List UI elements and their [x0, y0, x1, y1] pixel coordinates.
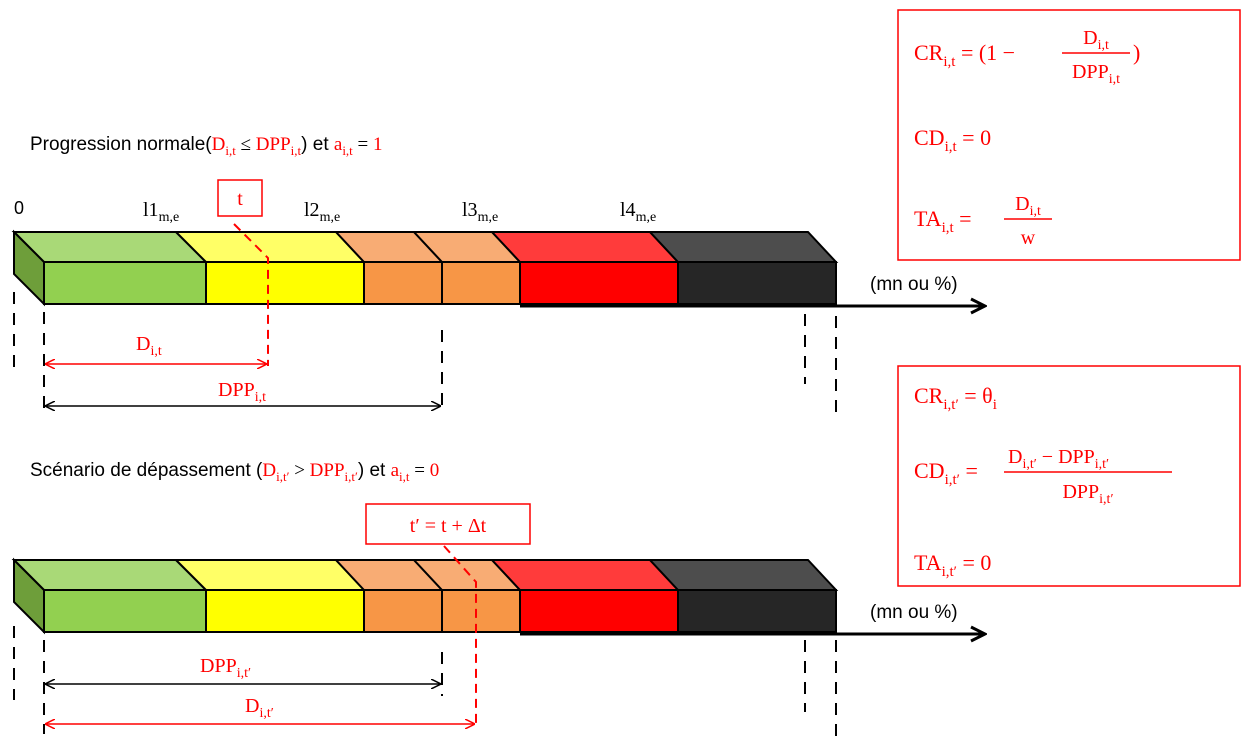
formula-cd-overrun: CDi,t′ = [914, 458, 978, 488]
formula-ta-denominator: w [1021, 227, 1036, 249]
threshold-l4: l4m,e [620, 199, 656, 225]
bar1-front-orange-b [441, 261, 521, 305]
threshold-l2: l2m,e [304, 199, 340, 225]
bar1-front-red [519, 261, 679, 305]
t-marker-box [217, 179, 263, 217]
progress-bar-2 [11, 557, 839, 635]
formula-box-normal [897, 9, 1241, 261]
bar2-front-green [43, 589, 207, 633]
formula-ta-normal: TAi,t = [914, 206, 972, 236]
t-prime-marker-label: t′ = t + Δt [410, 515, 487, 537]
t-prime-marker-box [365, 503, 531, 545]
bar1-front-dark [677, 261, 837, 305]
formula-cd-denominator: DPPi,t′ [1062, 481, 1113, 507]
formula-ta-overrun: TAi,t′ = 0 [914, 550, 991, 580]
bar2-front-orange-a [363, 589, 443, 633]
formula-cr-denominator: DPPi,t [1072, 61, 1120, 87]
bar1-top-yellow [173, 231, 367, 263]
formula-cd-normal: CDi,t = 0 [914, 125, 991, 155]
t-marker-label: t [237, 188, 243, 210]
dpp-label-2: DPPi,t′ [200, 655, 251, 681]
t-dashed-line [233, 223, 269, 366]
d-label-2: Di,t′ [245, 695, 274, 721]
bar1-top-dark [647, 231, 839, 263]
formula-cr-numerator: Di,t [1083, 27, 1109, 53]
bar1-top-red [489, 231, 681, 263]
scenario1-title: Progression normale(Di,t ≤ DPPi,t) et ai… [30, 134, 383, 158]
bar2-front-dark [677, 589, 837, 633]
threshold-l3: l3m,e [462, 199, 498, 225]
threshold-zero: 0 [14, 198, 24, 218]
formula-ta-numerator: Di,t [1015, 193, 1041, 219]
bar2-top-red [489, 559, 681, 591]
progress-bar-1 [11, 229, 839, 307]
formula-box-overrun [897, 365, 1241, 587]
formula-cd-numerator: Di,t′ − DPPi,t′ [1008, 446, 1109, 472]
bar2-top-dark [647, 559, 839, 591]
formula-cr-overrun: CRi,t′ = θi [914, 383, 997, 413]
d-label-1: Di,t [136, 333, 162, 359]
axis-unit-1: (mn ou %) [870, 274, 958, 295]
bar2-top-green [11, 559, 209, 591]
bar2-top-yellow [173, 559, 367, 591]
dpp-label-1: DPPi,t [218, 379, 266, 405]
formula-cr-close: ) [1133, 40, 1140, 65]
bar2-front-red [519, 589, 679, 633]
t-prime-dashed-line [443, 545, 477, 724]
bar1-front-yellow [205, 261, 365, 305]
bar1-top-green [11, 231, 209, 263]
threshold-l1: l1m,e [143, 199, 179, 225]
axis-unit-2: (mn ou %) [870, 602, 958, 623]
formula-cr-normal: CRi,t = (1 − [914, 40, 1015, 70]
scenario2-title: Scénario de dépassement (Di,t′ > DPPi,t′… [30, 460, 439, 484]
bar2-front-orange-b [441, 589, 521, 633]
bar1-front-orange-a [363, 261, 443, 305]
bar1-front-green [43, 261, 207, 305]
bar2-front-yellow [205, 589, 365, 633]
